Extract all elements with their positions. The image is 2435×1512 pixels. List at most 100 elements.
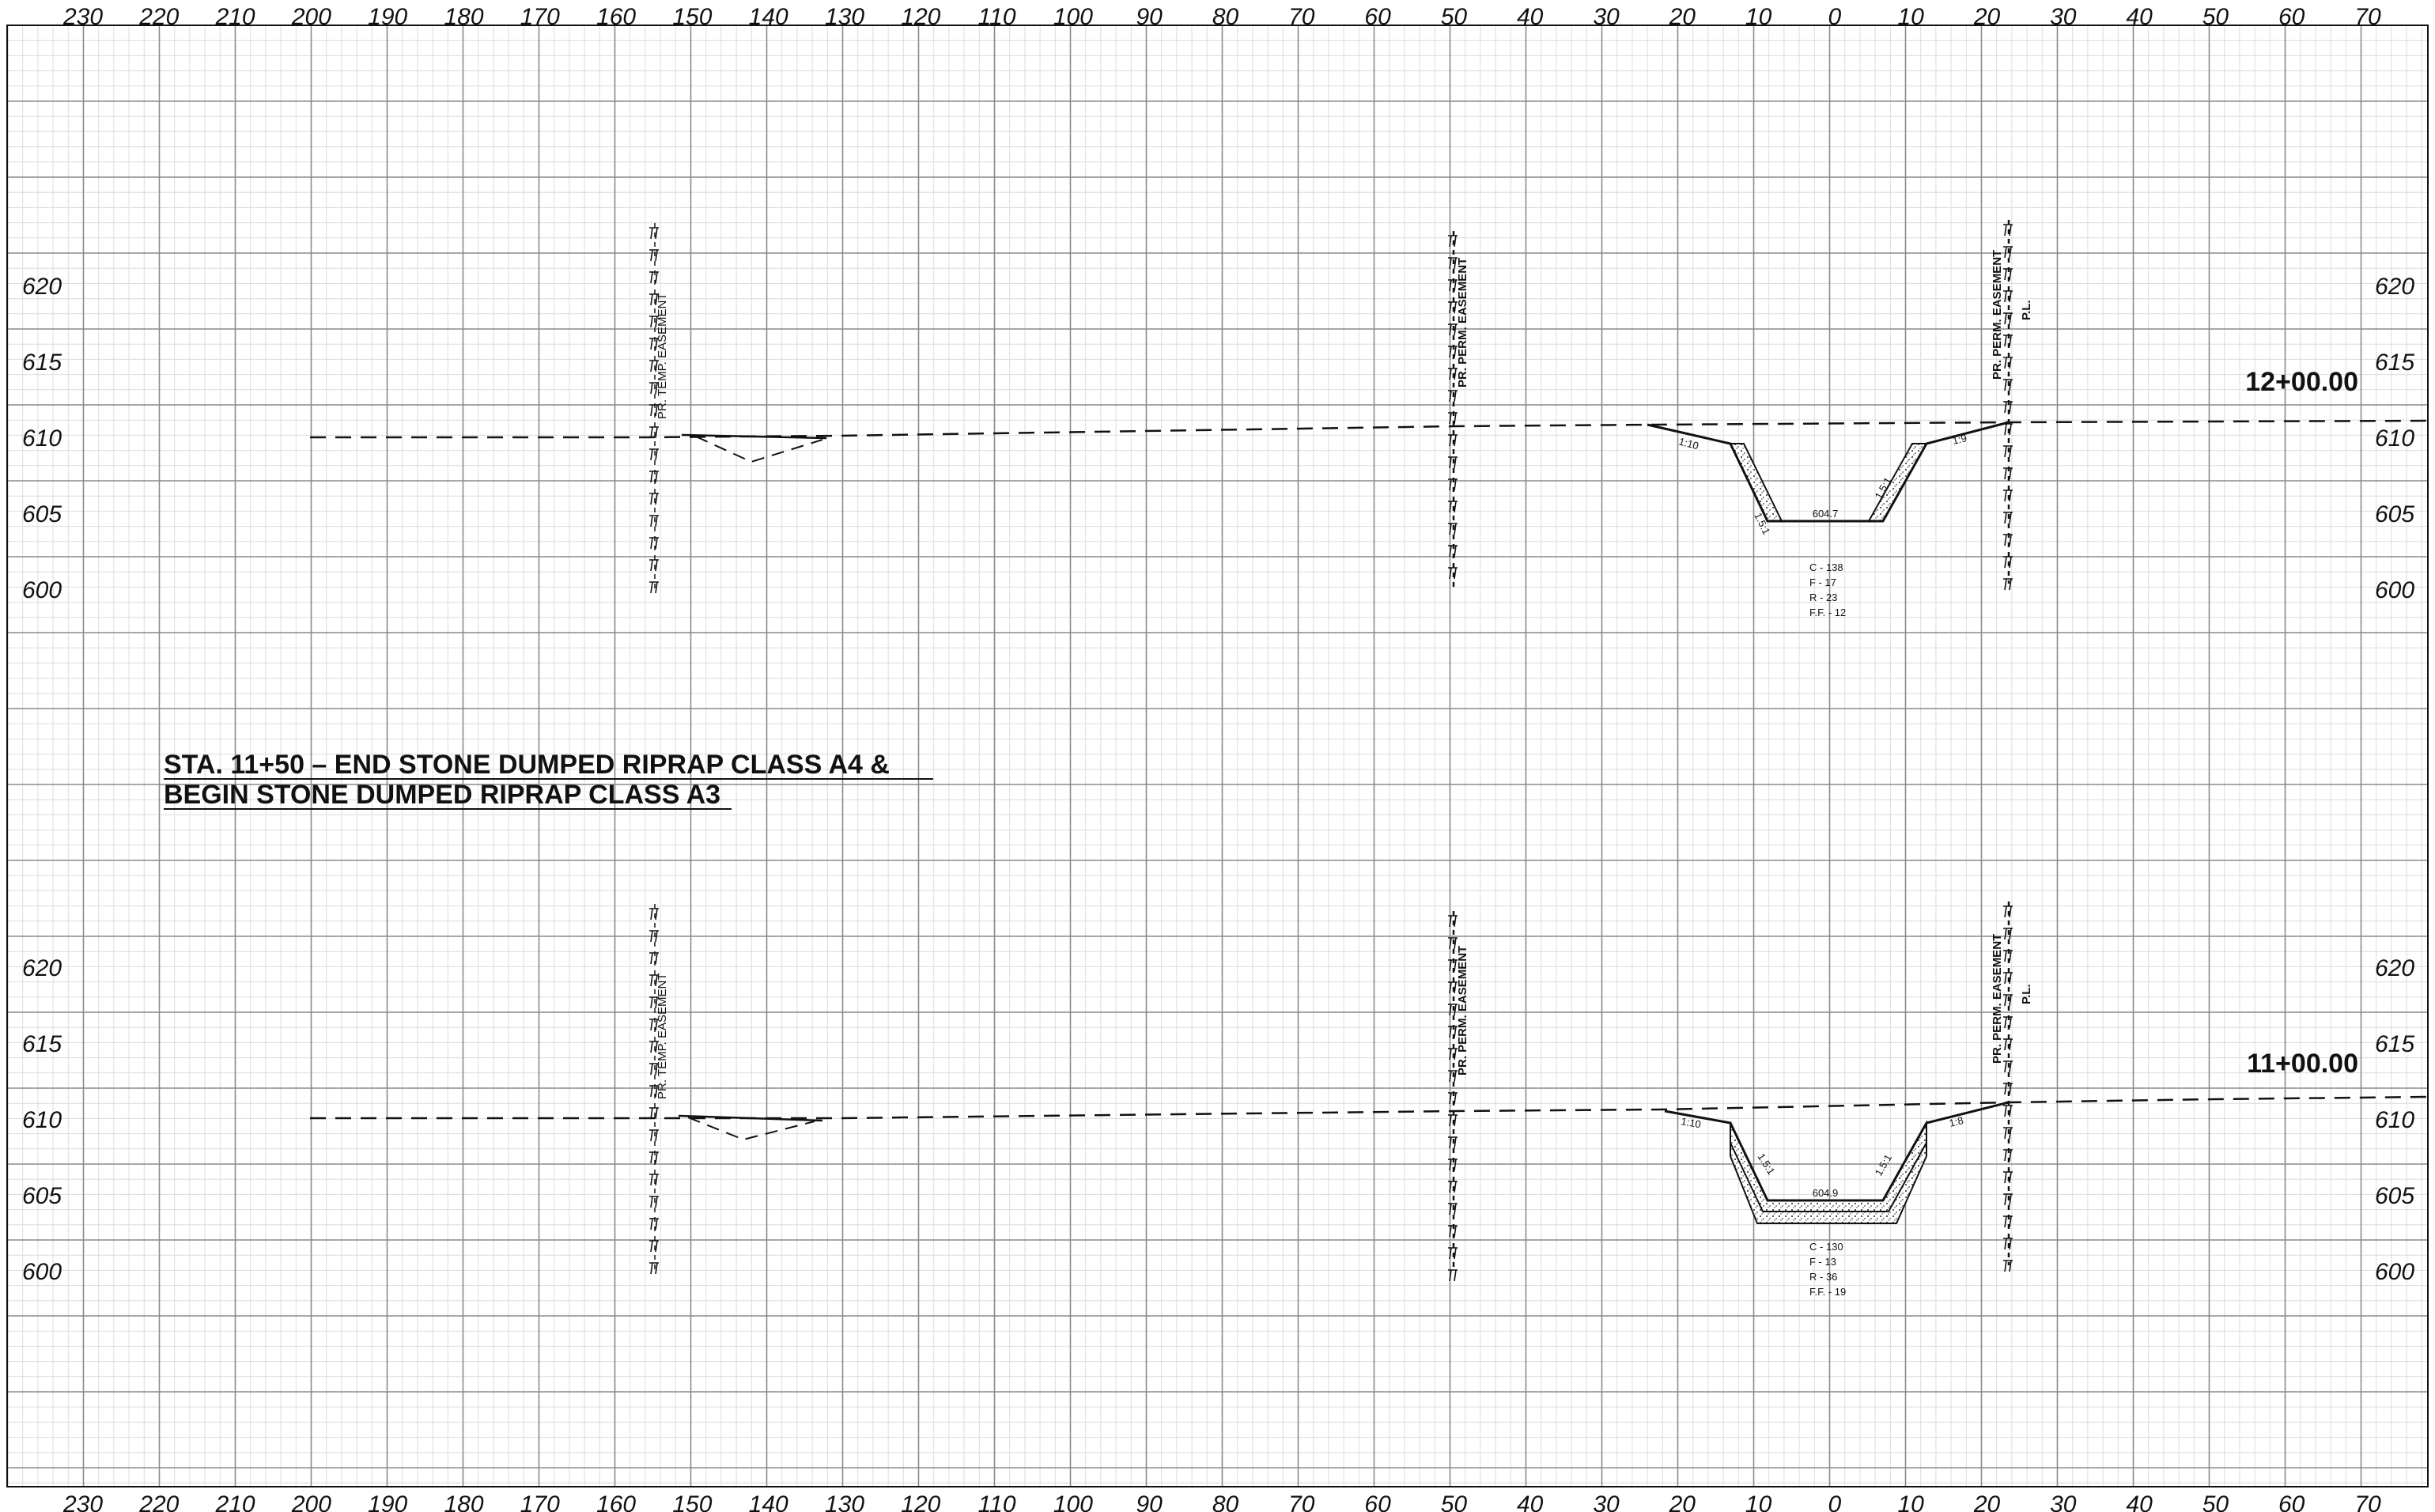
offset-tick-label: 10 <box>1898 1491 1925 1512</box>
property-line-label: P.L. <box>2020 300 2033 320</box>
offset-tick-label: 200 <box>291 4 331 30</box>
temp-easement-line <box>649 223 659 594</box>
elevation-tick-label: 605 <box>22 1183 62 1209</box>
perm-easement-label-left: PR. PERM. EASEMENT <box>1456 946 1469 1075</box>
station-label: 12+00.00 <box>2245 367 2358 397</box>
quantity-fill: F - 13 <box>1809 1256 1836 1268</box>
offset-tick-label: 70 <box>1288 4 1315 30</box>
quantity-filter-fabric: F.F. - 19 <box>1809 1286 1846 1298</box>
offset-tick-label: 150 <box>672 1491 712 1512</box>
riprap-lining-right <box>1867 443 1928 522</box>
offset-tick-label: 40 <box>2126 4 2153 30</box>
grid <box>6 25 2428 1487</box>
invert-elevation-label: 604.9 <box>1813 1187 1839 1199</box>
elevation-tick-label: 610 <box>22 425 62 452</box>
right-side-slope-label: 1.5:1 <box>1873 1152 1894 1178</box>
elevation-tick-label: 600 <box>22 577 62 603</box>
title-line-2: BEGIN STONE DUMPED RIPRAP CLASS A3 <box>164 780 720 810</box>
property-line-label: P.L. <box>2020 984 2033 1004</box>
offset-tick-label: 210 <box>215 4 255 30</box>
cross-section-12-00: 620 615 610 605 600 620 615 610 605 600 12+00.00… <box>22 220 2429 618</box>
quantity-riprap: R - 23 <box>1809 592 1837 603</box>
offset-tick-label: 180 <box>444 1491 483 1512</box>
offset-tick-label: 230 <box>62 1491 103 1512</box>
offset-scale-top: 230 220 210 200 190 180 170 160 150 140 130 120 110 1… <box>62 4 2381 30</box>
existing-swale-line <box>687 1117 815 1141</box>
offset-tick-label: 160 <box>596 4 636 30</box>
elevation-tick-label: 605 <box>2375 1183 2414 1209</box>
offset-tick-label: 70 <box>2354 1491 2381 1512</box>
offset-tick-label: 20 <box>1669 1491 1696 1512</box>
proposed-grade-line <box>681 433 827 440</box>
elevation-tick-label: 610 <box>2375 1107 2414 1133</box>
earthwork-quantities: C - 138 F - 17 R - 23 F.F. - 12 <box>1809 561 1846 618</box>
offset-tick-label: 210 <box>215 1491 255 1512</box>
temp-easement-label: PR. TEMP. EASEMENT <box>656 973 669 1100</box>
elevation-tick-label: 610 <box>2375 425 2414 452</box>
offset-scale-bottom: 230 220 210 200 190 180 170 160 150 140 130 120 110 1… <box>62 1491 2381 1512</box>
existing-swale-line <box>695 436 823 463</box>
offset-tick-label: 10 <box>1898 4 1925 30</box>
existing-ground-line <box>310 1095 2429 1120</box>
offset-tick-label: 170 <box>520 1491 560 1512</box>
elevation-tick-label: 615 <box>2375 1031 2414 1057</box>
offset-tick-label: 60 <box>1364 1491 1391 1512</box>
offset-tick-label: 20 <box>1973 4 2001 30</box>
offset-tick-label: 50 <box>1441 4 1468 30</box>
offset-tick-label: 190 <box>368 1491 407 1512</box>
offset-tick-label: 10 <box>1745 4 1772 30</box>
offset-tick-label: 110 <box>978 4 1016 30</box>
earthwork-quantities: C - 130 F - 13 R - 36 F.F. - 19 <box>1809 1241 1846 1298</box>
left-tie-slope-label: 1:10 <box>1677 435 1700 452</box>
offset-tick-label: 30 <box>1593 1491 1620 1512</box>
elevation-scale-left: 620 615 610 605 600 <box>22 955 62 1285</box>
offset-tick-label: 160 <box>596 1491 636 1512</box>
offset-tick-label: 70 <box>2354 4 2381 30</box>
offset-tick-label: 130 <box>825 4 864 30</box>
left-tie-slope-label: 1:10 <box>1680 1115 1702 1130</box>
offset-tick-label: 80 <box>1212 1491 1239 1512</box>
elevation-tick-label: 605 <box>2375 501 2414 527</box>
offset-tick-label: 130 <box>825 1491 864 1512</box>
offset-tick-label: 30 <box>2050 1491 2077 1512</box>
elevation-tick-label: 620 <box>2375 274 2414 300</box>
offset-tick-label: 100 <box>1053 4 1093 30</box>
existing-ground-line <box>310 419 2429 439</box>
perm-easement-label-left: PR. PERM. EASEMENT <box>1456 258 1469 387</box>
offset-tick-label: 60 <box>2278 1491 2305 1512</box>
elevation-tick-label: 600 <box>2375 577 2414 603</box>
temp-easement-line <box>649 904 659 1275</box>
perm-easement-line-left <box>1448 231 1458 589</box>
elevation-scale-left: 620 615 610 605 600 <box>22 274 62 603</box>
elevation-scale-right: 620 615 610 605 600 <box>2375 955 2414 1285</box>
sheet-frame <box>6 25 2429 1487</box>
quantity-cut: C - 138 <box>1809 561 1843 573</box>
right-tie-slope-label: 1:8 <box>1948 1114 1964 1129</box>
offset-tick-label: 80 <box>1212 4 1239 30</box>
offset-tick-label: 40 <box>1517 1491 1544 1512</box>
elevation-tick-label: 615 <box>22 350 62 376</box>
elevation-tick-label: 620 <box>2375 955 2414 981</box>
offset-tick-label: 40 <box>1517 4 1544 30</box>
offset-tick-label: 60 <box>1364 4 1391 30</box>
offset-tick-label: 90 <box>1136 1491 1163 1512</box>
offset-tick-label: 50 <box>2202 1491 2229 1512</box>
quantity-filter-fabric: F.F. - 12 <box>1809 607 1846 618</box>
offset-tick-label: 20 <box>1973 1491 2001 1512</box>
offset-tick-label: 190 <box>368 4 407 30</box>
offset-tick-label: 30 <box>2050 4 2077 30</box>
elevation-scale-right: 620 615 610 605 600 <box>2375 274 2414 603</box>
property-line-right <box>2003 220 2013 591</box>
offset-tick-label: 30 <box>1593 4 1620 30</box>
temp-easement-label: PR. TEMP. EASEMENT <box>656 293 669 420</box>
right-tie-slope-label: 1:9 <box>1951 432 1968 447</box>
riprap-inner-line <box>1730 1142 1927 1212</box>
offset-tick-label: 220 <box>138 4 179 30</box>
perm-easement-label-right: PR. PERM. EASEMENT <box>1991 934 2004 1064</box>
offset-tick-label: 140 <box>749 1491 788 1512</box>
offset-tick-label: 0 <box>1828 4 1842 30</box>
proposed-grade-line <box>678 1114 823 1122</box>
offset-tick-label: 170 <box>520 4 560 30</box>
elevation-tick-label: 610 <box>22 1107 62 1133</box>
elevation-tick-label: 620 <box>22 955 62 981</box>
